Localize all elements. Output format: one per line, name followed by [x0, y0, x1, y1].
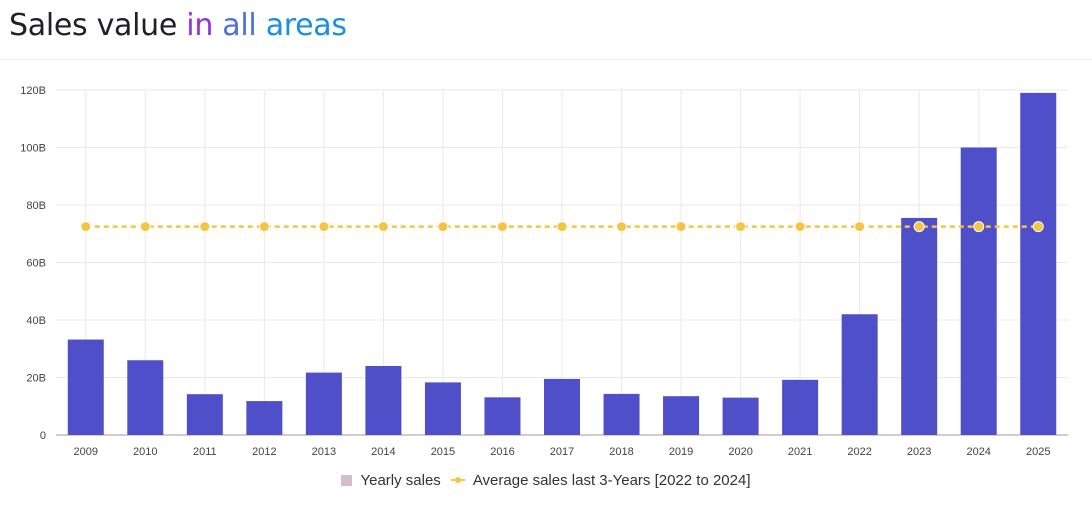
chart-legend: Yearly sales Average sales last 3-Years … — [0, 468, 1092, 492]
legend-bar-swatch — [341, 474, 353, 486]
x-tick-label: 2022 — [847, 446, 871, 458]
average-point-2014[interactable] — [377, 221, 389, 233]
average-point-2016[interactable] — [496, 221, 508, 233]
bar-2014[interactable] — [365, 366, 402, 435]
average-point-2012[interactable] — [258, 221, 270, 233]
x-tick-label: 2013 — [312, 446, 336, 458]
bar-2013[interactable] — [305, 372, 342, 435]
average-line — [80, 221, 1044, 233]
bar-2023[interactable] — [901, 217, 938, 435]
average-point-2022[interactable] — [854, 221, 866, 233]
bar-2024[interactable] — [960, 147, 997, 436]
average-point-2021[interactable] — [794, 221, 806, 233]
chart-bars — [67, 92, 1057, 436]
legend-line-swatch — [450, 475, 465, 485]
y-tick-label: 120B — [20, 85, 46, 97]
x-tick-label: 2015 — [431, 446, 455, 458]
bar-2009[interactable] — [67, 339, 104, 435]
x-tick-label: 2010 — [133, 446, 157, 458]
bar-2018[interactable] — [603, 393, 640, 435]
average-point-2009[interactable] — [80, 221, 92, 233]
average-point-2019[interactable] — [675, 221, 687, 233]
bar-2025[interactable] — [1020, 92, 1057, 435]
average-point-2015[interactable] — [437, 221, 449, 233]
header: Sales value in all areas — [0, 0, 1092, 60]
page-title: Sales value in all areas — [9, 8, 347, 43]
x-tick-label: 2017 — [550, 446, 574, 458]
bar-2021[interactable] — [782, 379, 819, 435]
bar-2022[interactable] — [841, 314, 878, 435]
title-word-in: in — [186, 8, 214, 43]
bar-2011[interactable] — [186, 394, 223, 435]
bar-2017[interactable] — [544, 378, 580, 435]
x-tick-label: 2021 — [788, 446, 812, 458]
average-point-2020[interactable] — [735, 221, 747, 233]
y-tick-label: 60B — [26, 258, 46, 270]
average-point-2017[interactable] — [556, 221, 568, 233]
y-tick-label: 100B — [20, 143, 46, 155]
x-tick-label: 2024 — [966, 446, 990, 458]
legend-item-yearly-sales[interactable]: Yearly sales — [341, 471, 441, 489]
title-word-all: all — [222, 8, 257, 43]
x-tick-label: 2025 — [1026, 446, 1050, 458]
x-tick-label: 2016 — [490, 446, 514, 458]
bar-2016[interactable] — [484, 397, 521, 435]
bar-2010[interactable] — [127, 360, 164, 435]
bar-2012[interactable] — [246, 401, 283, 435]
y-tick-label: 0 — [40, 430, 46, 442]
y-axis-labels: 0 20B 40B 60B 80B 100B 120B — [20, 85, 46, 442]
bar-2019[interactable] — [663, 396, 700, 435]
bar-2020[interactable] — [722, 397, 759, 435]
title-word-areas: areas — [265, 8, 347, 43]
average-point-2011[interactable] — [199, 221, 211, 233]
x-tick-label: 2009 — [74, 446, 98, 458]
x-tick-label: 2023 — [907, 446, 931, 458]
y-tick-label: 20B — [26, 373, 46, 385]
average-point-2025[interactable] — [1032, 221, 1044, 233]
x-tick-label: 2011 — [193, 446, 217, 458]
average-point-2023[interactable] — [913, 221, 925, 233]
average-point-2010[interactable] — [139, 221, 151, 233]
average-point-2013[interactable] — [318, 221, 330, 233]
x-tick-label: 2012 — [252, 446, 276, 458]
x-tick-label: 2018 — [609, 446, 633, 458]
y-tick-label: 80B — [26, 200, 46, 212]
title-word-sales-value: Sales value — [9, 8, 178, 43]
legend-label-yearly-sales: Yearly sales — [360, 471, 441, 489]
x-tick-label: 2014 — [371, 446, 395, 458]
x-tick-label: 2020 — [728, 446, 752, 458]
legend-label-average-sales: Average sales last 3-Years [2022 to 2024… — [472, 471, 751, 489]
bar-2015[interactable] — [424, 382, 461, 435]
average-point-2024[interactable] — [973, 221, 985, 233]
legend-item-average-sales[interactable]: Average sales last 3-Years [2022 to 2024… — [450, 471, 751, 489]
x-tick-label: 2019 — [669, 446, 693, 458]
y-tick-label: 40B — [26, 315, 46, 327]
x-axis-labels: 2009 2010 2011 2012 2013 2014 2015 2016 2017 2018… — [74, 446, 1051, 458]
average-point-2018[interactable] — [616, 221, 628, 233]
